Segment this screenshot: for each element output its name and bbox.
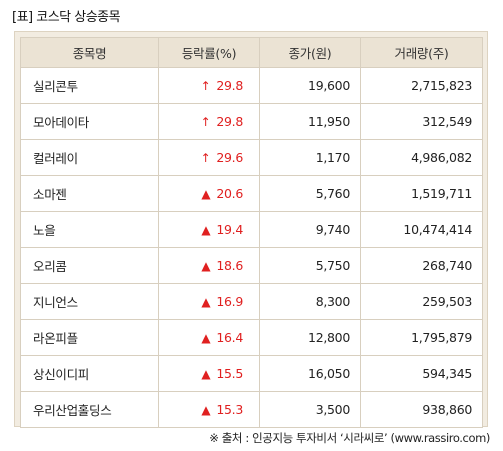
stock-name: 오리콤	[20, 247, 159, 284]
up-triangle-icon: ▲	[201, 367, 211, 381]
up-triangle-icon: ▲	[201, 259, 211, 273]
table-header-row: 종목명 등락률(%) 종가(원) 거래량(주)	[20, 37, 483, 68]
up-triangle-icon: ▲	[201, 223, 211, 237]
col-header-rate: 등락률(%)	[158, 37, 260, 68]
change-rate: 19.4	[216, 222, 243, 237]
source-note: ※ 출처 : 인공지능 투자비서 ‘시라씨로’ (www.rassiro.com…	[209, 431, 490, 445]
change-rate-cell: ↑ 29.8	[158, 103, 260, 140]
table-row: 지니언스 ▲ 16.9 8,300 259,503	[20, 283, 483, 320]
close-price: 3,500	[259, 391, 361, 428]
volume: 1,795,879	[360, 319, 483, 356]
close-price: 19,600	[259, 67, 361, 104]
stock-table: 종목명 등락률(%) 종가(원) 거래량(주) 실리콘투 ↑ 29.8 19,600 2…	[20, 37, 483, 428]
stock-name: 실리콘투	[20, 67, 159, 104]
change-rate-cell: ▲ 16.4	[158, 319, 260, 356]
table-row: 소마젠 ▲ 20.6 5,760 1,519,711	[20, 175, 483, 212]
volume: 268,740	[360, 247, 483, 284]
close-price: 8,300	[259, 283, 361, 320]
change-rate-cell: ▲ 16.9	[158, 283, 260, 320]
close-price: 5,750	[259, 247, 361, 284]
change-rate-cell: ▲ 20.6	[158, 175, 260, 212]
stock-name: 상신이디피	[20, 355, 159, 392]
stock-name: 우리산업홀딩스	[20, 391, 159, 428]
up-triangle-icon: ▲	[201, 295, 211, 309]
close-price: 11,950	[259, 103, 361, 140]
table-row: 컬러레이 ↑ 29.6 1,170 4,986,082	[20, 139, 483, 176]
change-rate: 20.6	[216, 186, 243, 201]
stock-name: 컬러레이	[20, 139, 159, 176]
up-triangle-icon: ▲	[201, 331, 211, 345]
change-rate: 15.5	[216, 366, 243, 381]
change-rate-cell: ↑ 29.8	[158, 67, 260, 104]
volume: 594,345	[360, 355, 483, 392]
col-header-close: 종가(원)	[259, 37, 361, 68]
close-price: 9,740	[259, 211, 361, 248]
stock-name: 지니언스	[20, 283, 159, 320]
change-rate: 29.8	[216, 78, 243, 93]
page-title: [표] 코스닥 상승종목	[12, 10, 121, 25]
table-row: 노을 ▲ 19.4 9,740 10,474,414	[20, 211, 483, 248]
limit-up-arrow-icon: ↑	[200, 79, 211, 93]
close-price: 5,760	[259, 175, 361, 212]
stock-name: 노을	[20, 211, 159, 248]
table-body: 실리콘투 ↑ 29.8 19,600 2,715,823 모아데이타 ↑ 29.8 11,950…	[20, 67, 483, 428]
table-row: 실리콘투 ↑ 29.8 19,600 2,715,823	[20, 67, 483, 104]
table-row: 모아데이타 ↑ 29.8 11,950 312,549	[20, 103, 483, 140]
change-rate: 16.4	[216, 330, 243, 345]
up-triangle-icon: ▲	[201, 187, 211, 201]
stock-name: 라온피플	[20, 319, 159, 356]
table-row: 라온피플 ▲ 16.4 12,800 1,795,879	[20, 319, 483, 356]
change-rate: 29.8	[216, 114, 243, 129]
stock-name: 소마젠	[20, 175, 159, 212]
change-rate: 29.6	[216, 150, 243, 165]
volume: 312,549	[360, 103, 483, 140]
table-row: 상신이디피 ▲ 15.5 16,050 594,345	[20, 355, 483, 392]
change-rate: 16.9	[216, 294, 243, 309]
table-frame: 종목명 등락률(%) 종가(원) 거래량(주) 실리콘투 ↑ 29.8 19,600 2…	[14, 31, 488, 428]
table-row: 오리콤 ▲ 18.6 5,750 268,740	[20, 247, 483, 284]
volume: 938,860	[360, 391, 483, 428]
volume: 2,715,823	[360, 67, 483, 104]
close-price: 1,170	[259, 139, 361, 176]
change-rate-cell: ▲ 15.5	[158, 355, 260, 392]
stock-name: 모아데이타	[20, 103, 159, 140]
limit-up-arrow-icon: ↑	[200, 151, 211, 165]
volume: 259,503	[360, 283, 483, 320]
limit-up-arrow-icon: ↑	[200, 115, 211, 129]
col-header-name: 종목명	[20, 37, 159, 68]
volume: 4,986,082	[360, 139, 483, 176]
change-rate-cell: ▲ 18.6	[158, 247, 260, 284]
change-rate-cell: ▲ 19.4	[158, 211, 260, 248]
close-price: 12,800	[259, 319, 361, 356]
change-rate: 15.3	[216, 402, 243, 417]
change-rate-cell: ▲ 15.3	[158, 391, 260, 428]
volume: 1,519,711	[360, 175, 483, 212]
change-rate: 18.6	[216, 258, 243, 273]
table-row: 우리산업홀딩스 ▲ 15.3 3,500 938,860	[20, 391, 483, 428]
up-triangle-icon: ▲	[201, 403, 211, 417]
close-price: 16,050	[259, 355, 361, 392]
volume: 10,474,414	[360, 211, 483, 248]
col-header-volume: 거래량(주)	[360, 37, 483, 68]
change-rate-cell: ↑ 29.6	[158, 139, 260, 176]
